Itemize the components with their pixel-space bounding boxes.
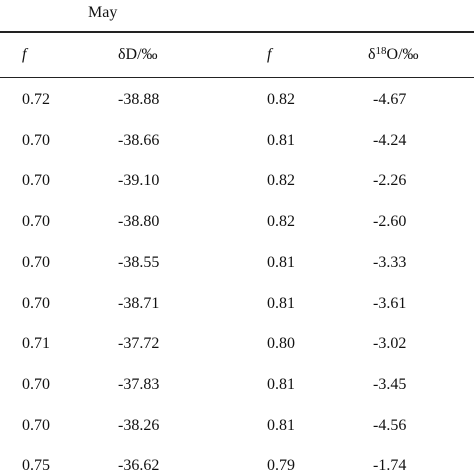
cell: -3.45 (373, 375, 407, 393)
cell: 0.71 (22, 335, 50, 353)
cell: 0.79 (267, 457, 295, 474)
cell: -38.88 (118, 91, 160, 108)
cell: -39.10 (118, 172, 160, 190)
cell: 0.70 (22, 294, 50, 312)
cell: -1.74 (373, 457, 407, 474)
cell: 0.70 (22, 416, 50, 434)
cell: 0.81 (267, 375, 295, 393)
cell: 0.81 (267, 416, 295, 434)
cell: -36.62 (118, 457, 160, 474)
header-part: O/‰ (386, 46, 419, 63)
column-header: f (267, 46, 272, 63)
cell: -4.67 (373, 91, 407, 108)
cell: -3.33 (373, 253, 407, 271)
cell: 0.72 (22, 91, 50, 108)
cell: -2.60 (373, 213, 407, 231)
cell: -38.55 (118, 253, 160, 271)
cell: -37.72 (118, 335, 160, 353)
cell: -3.61 (373, 294, 407, 312)
cell: 0.70 (22, 172, 50, 190)
cell: 0.80 (267, 335, 295, 353)
header-part: 18 (375, 45, 387, 57)
cell: 0.75 (22, 457, 50, 474)
header-rule (0, 77, 474, 78)
cell: -4.56 (373, 416, 407, 434)
cell: -38.71 (118, 294, 160, 312)
cell: 0.81 (267, 294, 295, 312)
cell: 0.70 (22, 375, 50, 393)
cell: -38.66 (118, 131, 160, 149)
cell: -4.24 (373, 131, 407, 149)
top-rule (0, 31, 474, 33)
cell: 0.70 (22, 253, 50, 271)
cell: -38.26 (118, 416, 160, 434)
cell: 0.70 (22, 131, 50, 149)
cell: 0.81 (267, 253, 295, 271)
cell: 0.82 (267, 91, 295, 108)
cell: -38.80 (118, 213, 160, 231)
column-header: δD/‰ (118, 46, 158, 63)
cell: -2.26 (373, 172, 407, 190)
header-part: δ (368, 46, 376, 63)
cell: -37.83 (118, 375, 160, 393)
caption: May (88, 4, 118, 21)
cell: -3.02 (373, 335, 407, 353)
cell: 0.81 (267, 131, 295, 149)
column-header: δ18O/‰ (368, 45, 419, 65)
cell: 0.82 (267, 172, 295, 190)
cell: 0.70 (22, 213, 50, 231)
column-header: f (22, 46, 27, 63)
cell: 0.82 (267, 213, 295, 231)
